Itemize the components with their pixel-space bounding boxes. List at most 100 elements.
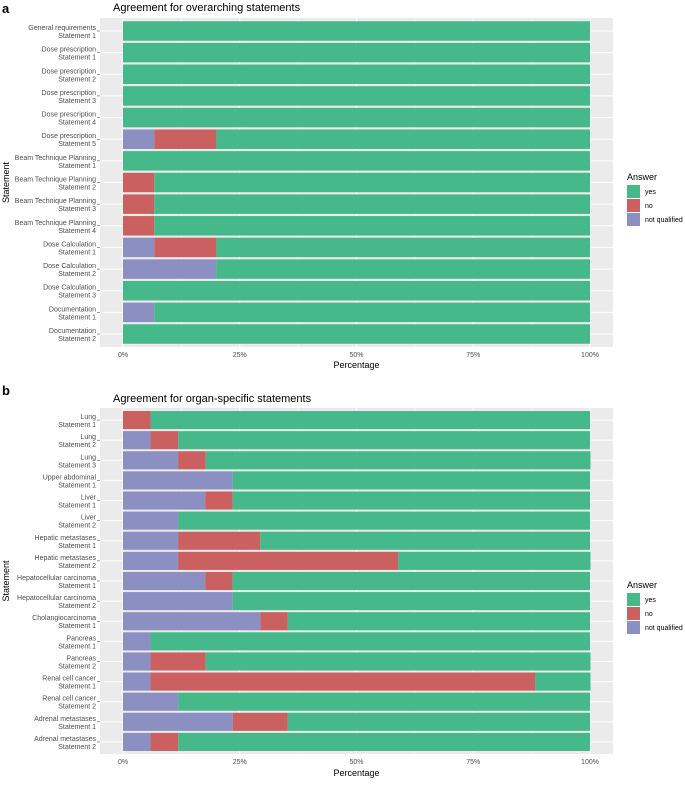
y-tick-label: Lung Statement 1 xyxy=(58,414,96,429)
bar-yes xyxy=(205,652,591,671)
bar-yes xyxy=(535,672,591,691)
bar-not-qualified xyxy=(123,431,151,450)
y-tick-label: Dose Calculation Statement 1 xyxy=(43,241,96,256)
panel-label: a xyxy=(2,1,10,16)
y-tick-label: Dose Calculation Statement 3 xyxy=(43,285,96,300)
bar-no xyxy=(154,237,217,258)
legend-label: not qualified xyxy=(645,217,683,224)
bar-not-qualified xyxy=(123,571,206,591)
legend-key-not-qualified xyxy=(627,621,640,634)
y-tick-label: Dose prescription Statement 2 xyxy=(42,68,97,83)
y-tick-label: Beam Technique Planning Statement 1 xyxy=(15,155,96,170)
bar-yes xyxy=(178,431,590,450)
y-tick-label: Dose prescription Statement 3 xyxy=(42,90,97,105)
x-tick-label: 0% xyxy=(118,759,128,766)
y-tick-label: Hepatic metastases Statement 2 xyxy=(35,555,97,570)
bar-no xyxy=(150,732,179,751)
bar-yes xyxy=(123,151,590,171)
x-tick-label: 25% xyxy=(233,352,247,359)
bar-no xyxy=(150,431,179,450)
legend-key-not-qualified xyxy=(627,213,640,226)
bar-no xyxy=(232,712,288,731)
bar-not-qualified xyxy=(123,652,151,671)
bar-not-qualified xyxy=(123,237,155,258)
x-tick-label: 100% xyxy=(581,759,599,766)
x-axis-label: Percentage xyxy=(333,360,379,370)
bar-not-qualified xyxy=(123,672,151,691)
y-tick-label: Beam Technique Planning Statement 2 xyxy=(15,177,96,192)
bar-yes xyxy=(398,551,591,570)
bar-yes xyxy=(123,42,590,63)
bar-no xyxy=(123,216,155,236)
x-axis-label: Percentage xyxy=(333,768,379,778)
bar-yes xyxy=(232,592,590,611)
legend-key-no xyxy=(627,199,640,212)
bar-not-qualified xyxy=(123,732,151,751)
legend-label: yes xyxy=(645,597,656,604)
bar-yes xyxy=(154,172,590,193)
bar-not-qualified xyxy=(123,511,179,530)
bar-yes xyxy=(205,451,591,470)
x-tick-label: 100% xyxy=(581,352,599,359)
y-tick-label: Liver Statement 1 xyxy=(58,495,96,510)
y-tick-label: Documentation Statement 1 xyxy=(49,306,96,321)
y-tick-label: Renal cell cancer Statement 1 xyxy=(42,676,96,691)
bar-yes xyxy=(232,471,590,490)
x-tick-label: 0% xyxy=(118,352,128,359)
bar-no xyxy=(154,129,217,149)
y-tick-label: Dose prescription Statement 5 xyxy=(42,133,97,148)
bar-no xyxy=(123,194,155,214)
y-tick-label: Upper abdominal Statement 1 xyxy=(43,474,97,489)
y-tick-label: Liver Statement 2 xyxy=(58,515,96,530)
bar-no xyxy=(260,612,288,631)
bar-not-qualified xyxy=(123,129,155,149)
y-tick-label: Dose prescription Statement 4 xyxy=(42,112,97,127)
y-axis-label: Statement xyxy=(1,560,11,602)
bar-yes xyxy=(154,194,590,214)
y-tick-label: Dose prescription Statement 1 xyxy=(42,47,97,62)
bar-no xyxy=(178,451,206,470)
chart-title: Agreement for organ-specific statements xyxy=(113,393,312,405)
x-tick-label: 75% xyxy=(466,759,480,766)
bar-yes xyxy=(216,237,590,258)
bar-not-qualified xyxy=(123,259,217,279)
x-tick-label: 50% xyxy=(349,759,363,766)
legend-label: no xyxy=(645,203,653,210)
y-tick-label: Lung Statement 2 xyxy=(58,434,96,449)
y-tick-label: Hepatocellular carcinoma Statement 1 xyxy=(17,575,96,590)
y-tick-label: Pancreas Statement 2 xyxy=(58,655,96,670)
chart-title: Agreement for overarching statements xyxy=(113,2,301,14)
bar-yes xyxy=(178,511,590,530)
bar-yes xyxy=(232,571,590,591)
bar-not-qualified xyxy=(123,712,233,731)
bar-yes xyxy=(154,216,590,236)
chart-b: b Agreement for organ-specific statements… xyxy=(1,383,683,778)
y-tick-label: Cholangiocarcinoma Statement 1 xyxy=(32,615,96,630)
legend-label: not qualified xyxy=(645,625,683,632)
x-tick-label: 75% xyxy=(466,352,480,359)
bar-yes xyxy=(216,259,590,279)
bar-not-qualified xyxy=(123,692,179,711)
y-tick-label: Pancreas Statement 1 xyxy=(58,635,96,650)
bar-yes xyxy=(123,21,590,41)
y-tick-label: Hepatic metastases Statement 1 xyxy=(35,535,97,550)
y-tick-label: Beam Technique Planning Statement 4 xyxy=(15,220,96,235)
y-tick-label: Hepatocellular carcinoma Statement 2 xyxy=(17,595,96,610)
bar-yes xyxy=(150,411,591,430)
bar-no xyxy=(178,551,399,570)
bar-no xyxy=(205,571,233,591)
legend-label: no xyxy=(645,611,653,618)
bar-not-qualified xyxy=(123,551,179,570)
bar-not-qualified xyxy=(123,531,179,550)
y-tick-label: Lung Statement 3 xyxy=(58,454,96,469)
bar-yes xyxy=(260,531,590,550)
legend: Answer yes no not qualified xyxy=(627,580,683,634)
bar-not-qualified xyxy=(123,632,151,651)
bar-yes xyxy=(287,712,590,731)
panel-label: b xyxy=(2,383,10,398)
bar-yes xyxy=(123,86,590,106)
x-tick-label: 50% xyxy=(349,352,363,359)
y-axis-label: Statement xyxy=(1,161,11,203)
y-tick-label: Adrenal metastases Statement 2 xyxy=(34,736,96,751)
legend-key-yes xyxy=(627,185,640,198)
